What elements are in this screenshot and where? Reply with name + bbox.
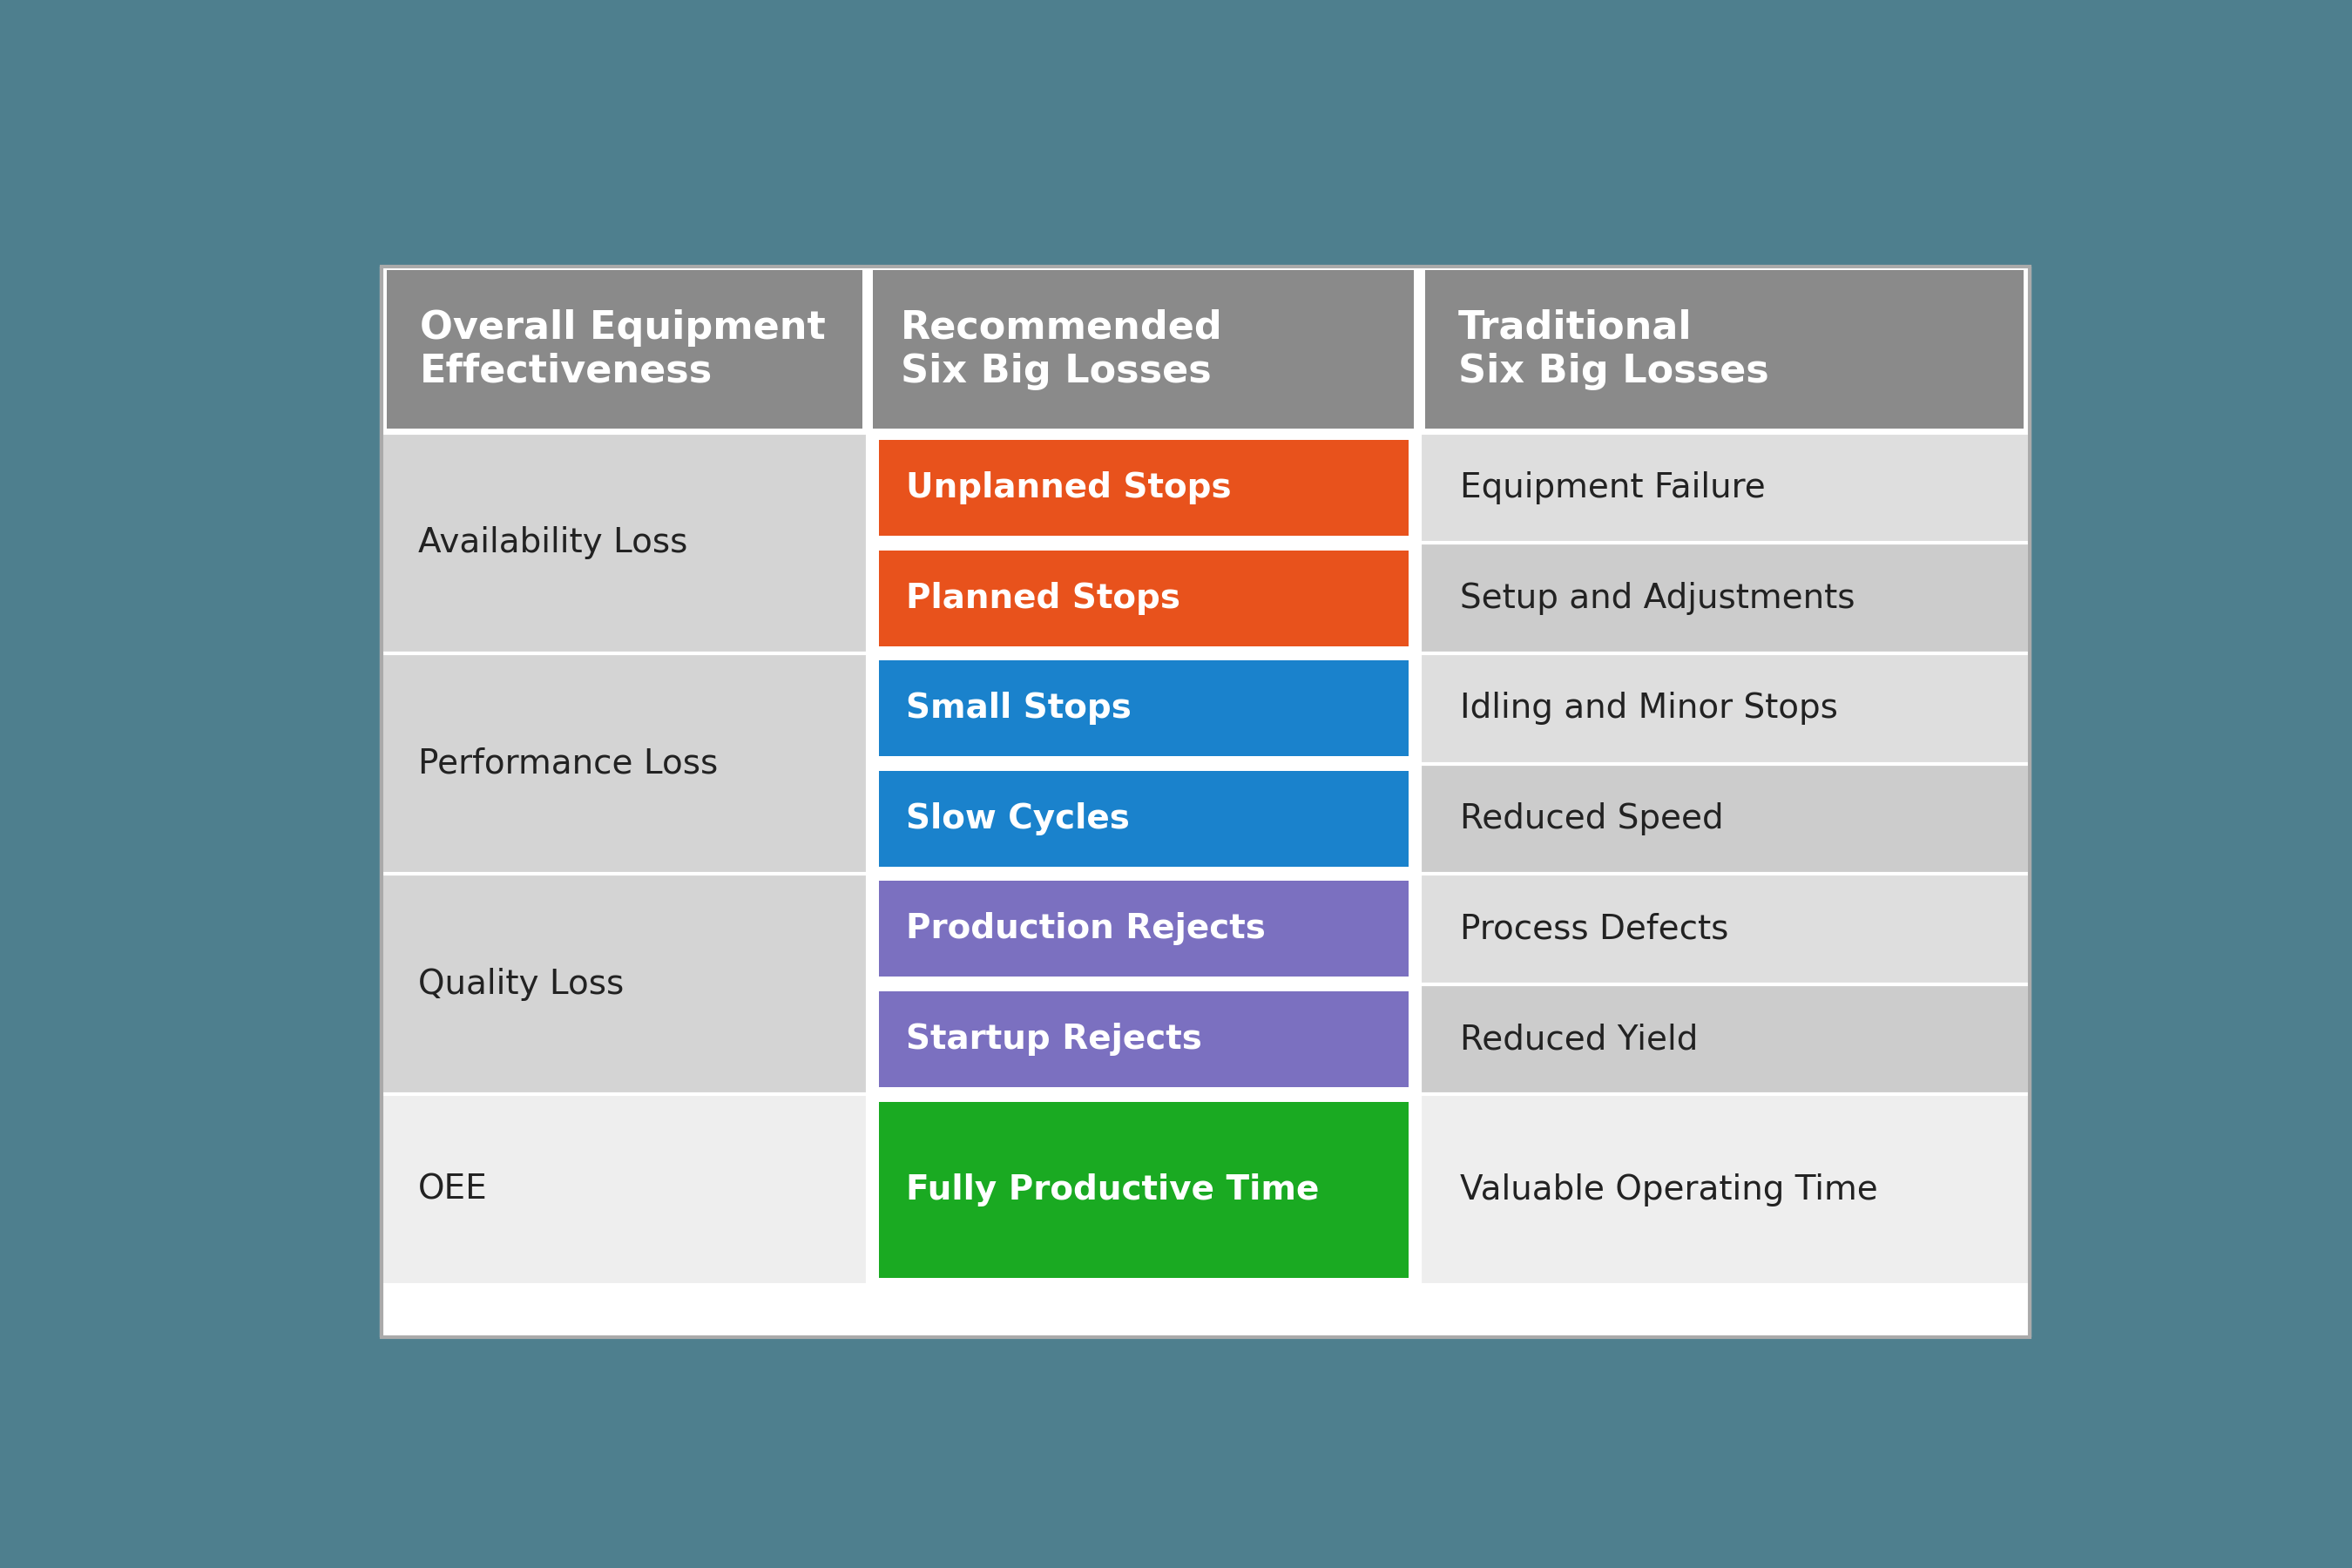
- Bar: [873, 270, 1414, 430]
- Bar: [381, 267, 2030, 1338]
- Text: Production Rejects: Production Rejects: [906, 913, 1265, 946]
- Bar: [1421, 654, 2030, 764]
- Bar: [880, 771, 1409, 867]
- Bar: [868, 764, 1421, 873]
- Text: Quality Loss: Quality Loss: [419, 967, 623, 1000]
- Text: Availability Loss: Availability Loss: [419, 527, 687, 560]
- Text: Reduced Speed: Reduced Speed: [1461, 803, 1724, 836]
- Bar: [381, 1094, 868, 1286]
- Text: Recommended
Six Big Losses: Recommended Six Big Losses: [901, 309, 1223, 390]
- Text: Unplanned Stops: Unplanned Stops: [906, 472, 1232, 505]
- Bar: [880, 881, 1409, 977]
- Bar: [880, 441, 1409, 536]
- Bar: [1421, 764, 2030, 873]
- Text: Fully Productive Time: Fully Productive Time: [906, 1173, 1319, 1206]
- Bar: [1421, 873, 2030, 985]
- Text: Small Stops: Small Stops: [906, 691, 1131, 724]
- Bar: [381, 267, 2030, 1338]
- Bar: [1421, 985, 2030, 1094]
- Bar: [868, 873, 1421, 985]
- Text: Idling and Minor Stops: Idling and Minor Stops: [1461, 691, 1837, 724]
- Text: Valuable Operating Time: Valuable Operating Time: [1461, 1173, 1877, 1206]
- Text: Slow Cycles: Slow Cycles: [906, 803, 1129, 836]
- Bar: [381, 267, 2030, 1338]
- Bar: [868, 985, 1421, 1094]
- Bar: [1421, 433, 2030, 543]
- Bar: [381, 873, 868, 1094]
- Text: Equipment Failure: Equipment Failure: [1461, 472, 1766, 505]
- Bar: [868, 433, 1421, 543]
- Bar: [868, 543, 1421, 654]
- Bar: [880, 1102, 1409, 1278]
- Text: OEE: OEE: [419, 1173, 487, 1206]
- Bar: [1421, 543, 2030, 654]
- Text: Overall Equipment
Effectiveness: Overall Equipment Effectiveness: [419, 309, 826, 390]
- Bar: [1421, 1094, 2030, 1286]
- Bar: [868, 1094, 1421, 1286]
- Bar: [868, 654, 1421, 764]
- Text: Planned Stops: Planned Stops: [906, 582, 1181, 615]
- Text: Startup Rejects: Startup Rejects: [906, 1022, 1202, 1055]
- Bar: [381, 433, 868, 654]
- Text: Reduced Yield: Reduced Yield: [1461, 1022, 1698, 1055]
- Text: Setup and Adjustments: Setup and Adjustments: [1461, 582, 1856, 615]
- Bar: [880, 991, 1409, 1087]
- Text: Process Defects: Process Defects: [1461, 913, 1729, 946]
- Bar: [388, 270, 863, 430]
- Bar: [1425, 270, 2023, 430]
- Text: Performance Loss: Performance Loss: [419, 746, 717, 781]
- Bar: [880, 550, 1409, 646]
- Bar: [381, 654, 868, 873]
- Text: Traditional
Six Big Losses: Traditional Six Big Losses: [1458, 309, 1769, 390]
- Bar: [880, 660, 1409, 756]
